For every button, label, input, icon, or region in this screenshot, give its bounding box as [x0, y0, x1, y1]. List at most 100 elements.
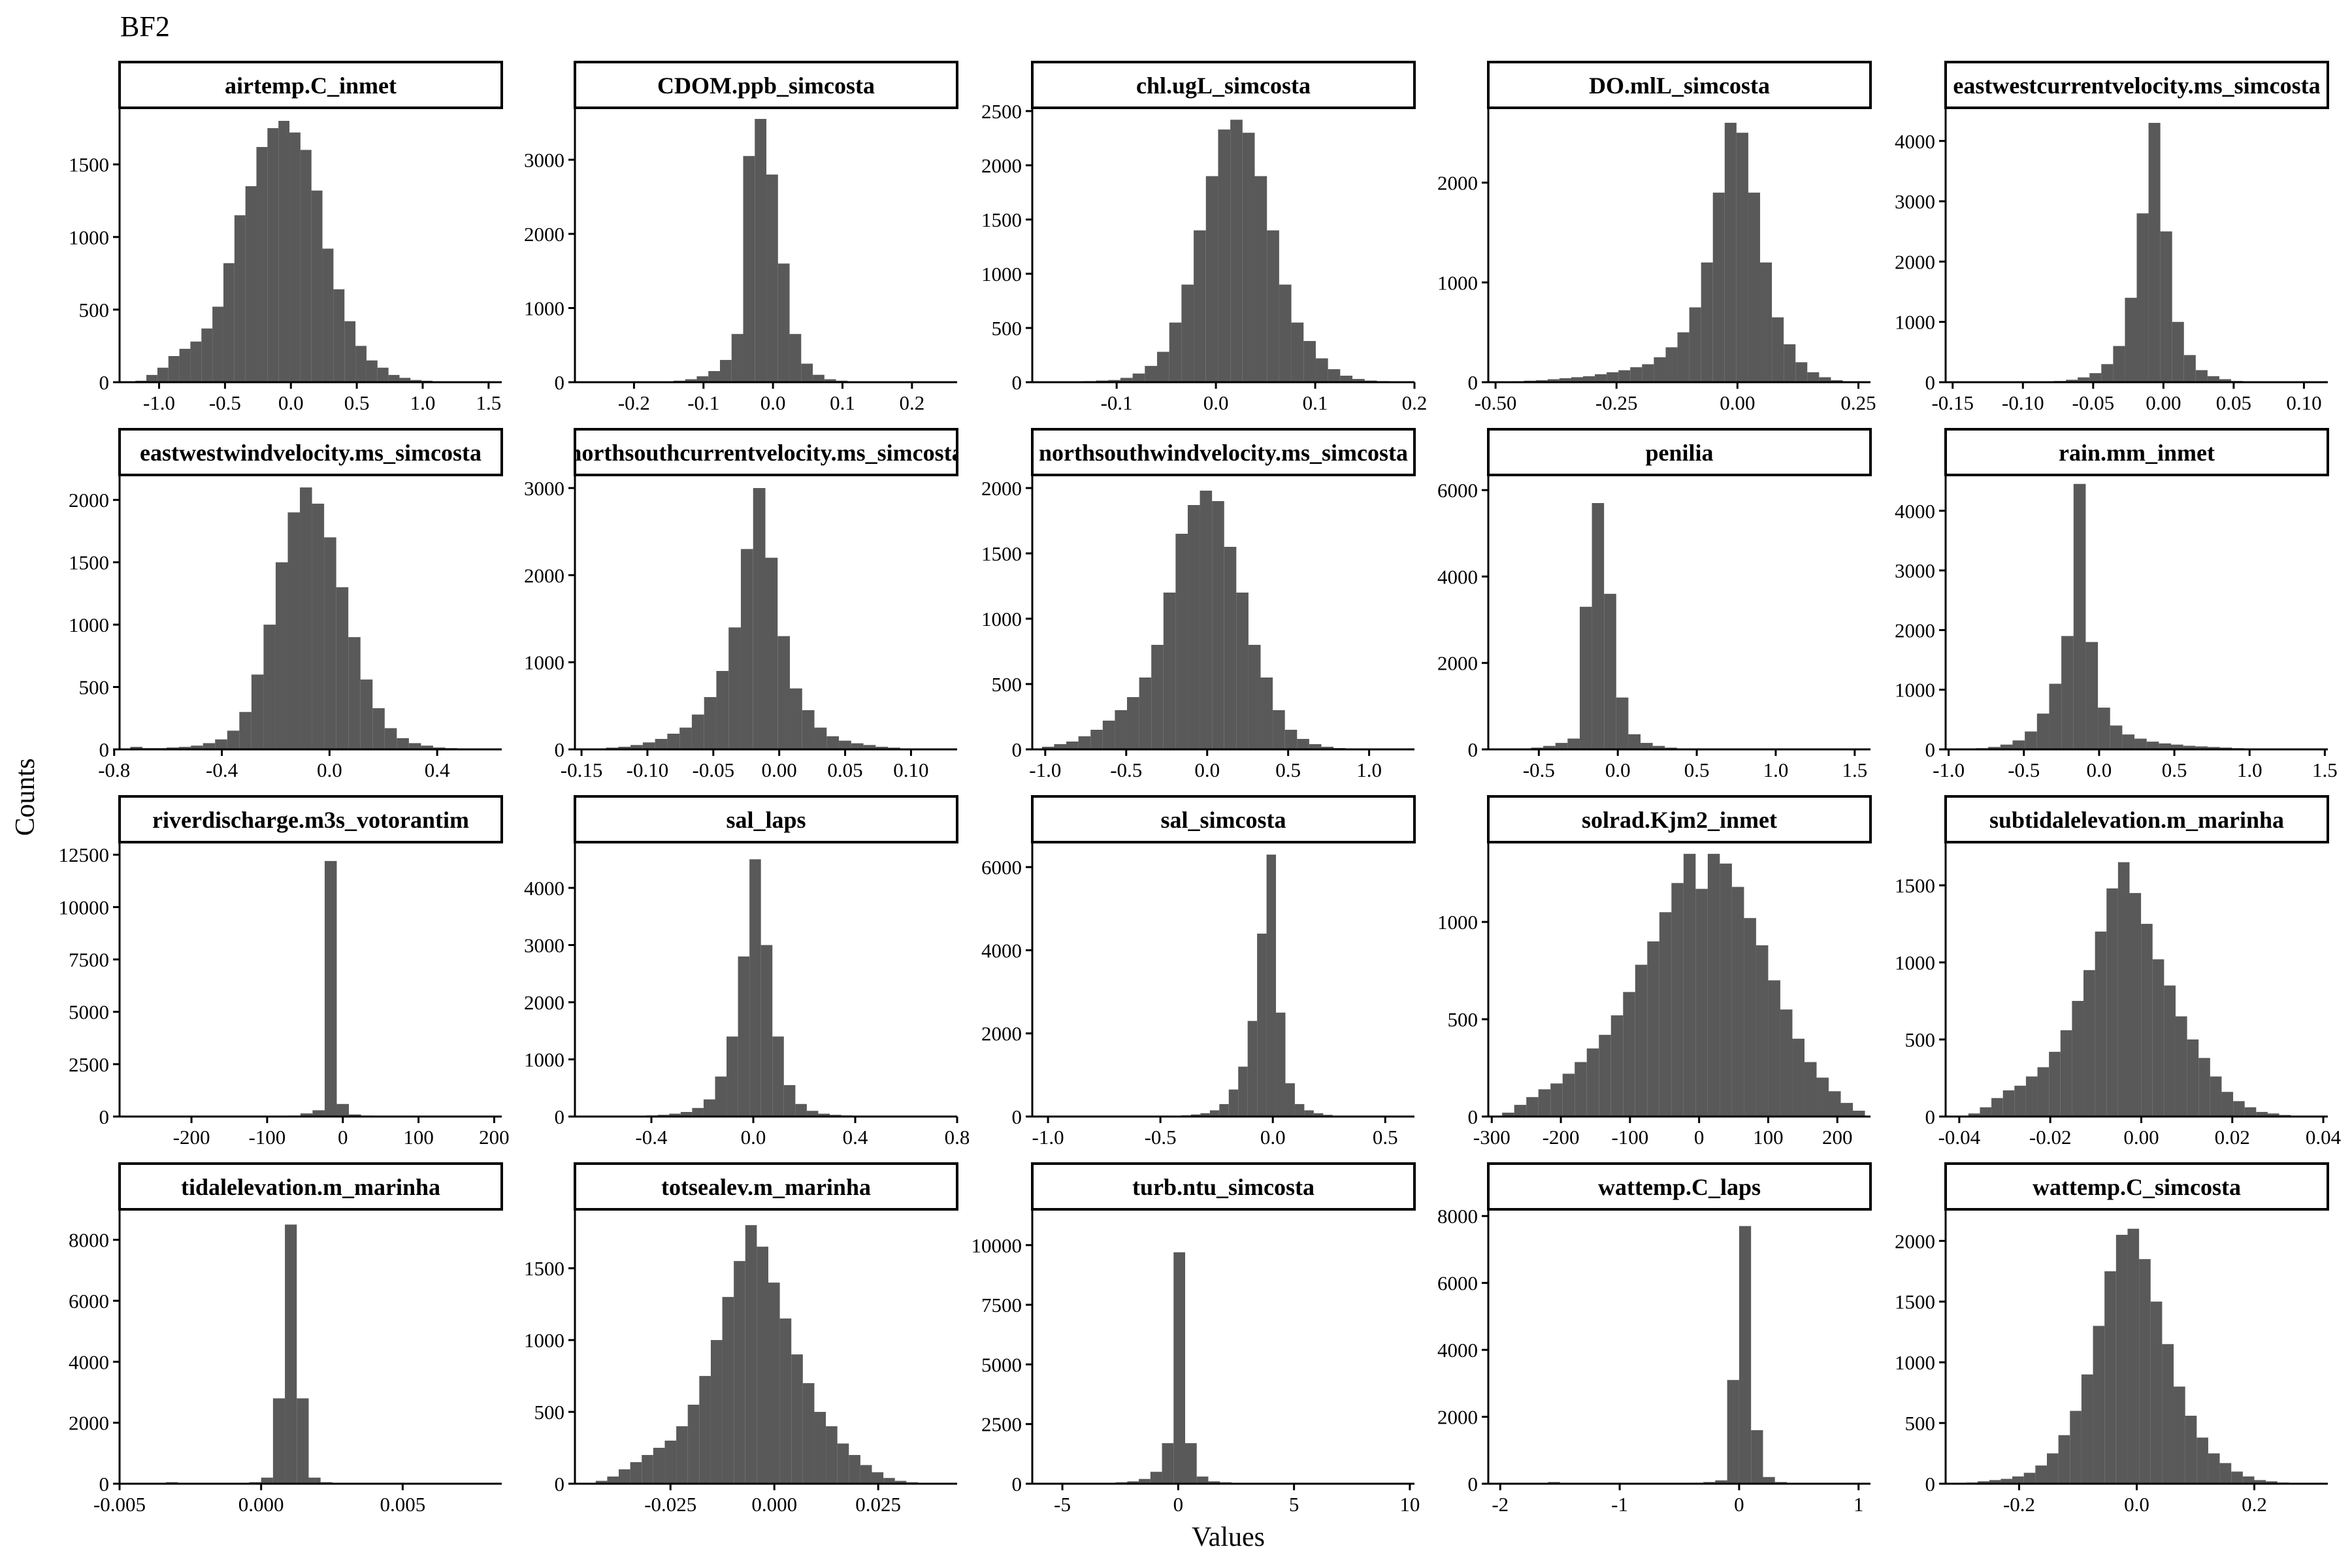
facet-panel: wattemp.C_simcosta 0 500 1000 1500 2000 -0.2 0.…	[1895, 1162, 2329, 1516]
y-tick-label: 500	[79, 676, 110, 699]
histogram-bar	[2014, 1085, 2026, 1117]
facet-panel: eastwestcurrentvelocity.ms_simcosta 0 1000…	[1895, 61, 2329, 414]
histogram-bar	[1313, 1113, 1324, 1117]
histogram-bar	[2037, 1067, 2050, 1117]
facet-panel: sal_simcosta 0 2000 4000 6000 -1.0 -0.5 0.0 0.5	[981, 795, 1416, 1149]
histogram-bar	[168, 356, 180, 382]
histogram-bar	[2159, 743, 2172, 749]
histogram-bar	[146, 374, 157, 382]
histogram-bars	[600, 859, 945, 1118]
x-tick-label: 0.0	[2087, 759, 2112, 781]
histogram-bar	[1792, 1038, 1805, 1117]
facet-strip	[574, 61, 958, 109]
histogram-bar	[2049, 683, 2062, 749]
histogram-bar	[1840, 1103, 1854, 1117]
histogram-bar	[349, 1114, 361, 1117]
y-tick-label: 5000	[981, 1353, 1022, 1376]
y-tick-label: 1500	[524, 1257, 564, 1280]
x-tick-label: -0.4	[635, 1126, 668, 1149]
histogram-bar	[1707, 853, 1720, 1117]
histogram-bar	[1238, 1066, 1248, 1117]
histogram-bar	[190, 341, 202, 382]
y-tick-label: 6000	[1437, 1272, 1478, 1295]
x-tick-label: -0.50	[1475, 391, 1517, 414]
histogram-bar	[1190, 1114, 1201, 1117]
facet-strip-title: eastwestwindvelocity.ms_simcosta	[140, 440, 482, 466]
y-tick-label: 0	[99, 738, 110, 761]
histogram-bar	[1284, 730, 1298, 749]
facet-panel: rain.mm_inmet 0 1000 2000 3000 4000 -1.0 -0.5 0.…	[1895, 428, 2338, 781]
histogram-bar	[2089, 373, 2102, 382]
x-tick-label: 0	[1694, 1126, 1705, 1149]
facet-strip	[1487, 61, 1872, 109]
histogram-bar	[1304, 1110, 1314, 1117]
histogram-bar	[863, 745, 876, 749]
histogram-bar	[760, 945, 773, 1117]
histogram-bar	[691, 714, 704, 749]
x-tick-label: 5	[1289, 1493, 1299, 1516]
x-axis-label: Values	[1192, 1522, 1265, 1552]
histogram-bar	[642, 742, 655, 749]
histogram-bar	[2146, 742, 2159, 749]
histogram-bar	[2172, 321, 2184, 382]
histogram-bar	[2001, 1478, 2013, 1484]
facet-strip-title: tidalelevation.m_marinha	[181, 1174, 440, 1200]
histogram-bar	[2208, 1453, 2220, 1484]
histogram-bar	[1751, 1430, 1763, 1484]
histogram-bar	[692, 1107, 704, 1117]
histogram-bar	[272, 1398, 286, 1484]
x-tick-label: -0.8	[98, 759, 130, 781]
facet-strip	[118, 428, 503, 476]
histogram-bar	[223, 263, 235, 382]
histogram-bar	[2210, 1076, 2222, 1117]
histogram-bar	[2207, 747, 2220, 749]
histogram-bars	[1047, 120, 1414, 383]
histogram-bar	[1145, 366, 1157, 382]
facet-strip-title: sal_simcosta	[1161, 807, 1286, 833]
histogram-bar	[2207, 376, 2219, 382]
x-tick-label: 0.0	[2124, 1493, 2149, 1516]
histogram-bar	[2110, 725, 2123, 749]
x-tick-label: -0.10	[627, 759, 669, 781]
x-tick-label: 0.0	[1194, 759, 1220, 781]
histogram-bar	[1804, 1062, 1817, 1117]
histogram-bars	[1966, 1228, 2312, 1484]
histogram-bar	[1352, 379, 1365, 382]
histogram-bar	[1736, 133, 1748, 382]
y-tick-label: 8000	[69, 1229, 109, 1252]
x-tick-label: 0.5	[1684, 759, 1710, 781]
histogram-bar	[1535, 380, 1548, 382]
histogram-bar	[308, 1477, 321, 1484]
histogram-bar	[1181, 284, 1194, 382]
x-tick-label: 0.005	[380, 1493, 425, 1516]
histogram-bar	[1285, 1083, 1295, 1117]
histogram-bar	[1247, 1021, 1258, 1117]
histogram-bar	[1768, 980, 1780, 1117]
x-tick-label: 200	[479, 1126, 510, 1149]
facet-strip	[1944, 1162, 2329, 1211]
histogram-bar	[1218, 129, 1231, 382]
x-tick-label: 0.2	[2242, 1493, 2267, 1516]
x-tick-label: 0.05	[2216, 391, 2251, 414]
histogram-bar	[2141, 924, 2153, 1117]
y-tick-label: 2000	[1895, 1230, 1935, 1252]
x-tick-label: 100	[1753, 1126, 1784, 1149]
histogram-bar	[2231, 1471, 2243, 1484]
histogram-bar	[2219, 1463, 2232, 1484]
histogram-bar	[2266, 1481, 2278, 1484]
histogram-bar	[679, 727, 692, 749]
histogram-bars	[1058, 1252, 1405, 1485]
histogram-bar	[728, 627, 741, 749]
facet-strip	[1944, 428, 2329, 476]
histogram-bar	[1586, 1048, 1599, 1117]
histogram-bar	[1526, 1097, 1539, 1117]
histogram-bar	[727, 1036, 738, 1117]
histogram-bar	[366, 360, 378, 382]
x-tick-label: 1	[1854, 1493, 1864, 1516]
histogram-bar	[607, 1477, 619, 1484]
histogram-bar	[753, 488, 766, 749]
y-tick-label: 1000	[1437, 911, 1478, 934]
histogram-bar	[2058, 1435, 2070, 1484]
x-tick-label: -200	[1543, 1126, 1580, 1149]
histogram-bar	[1266, 855, 1277, 1117]
